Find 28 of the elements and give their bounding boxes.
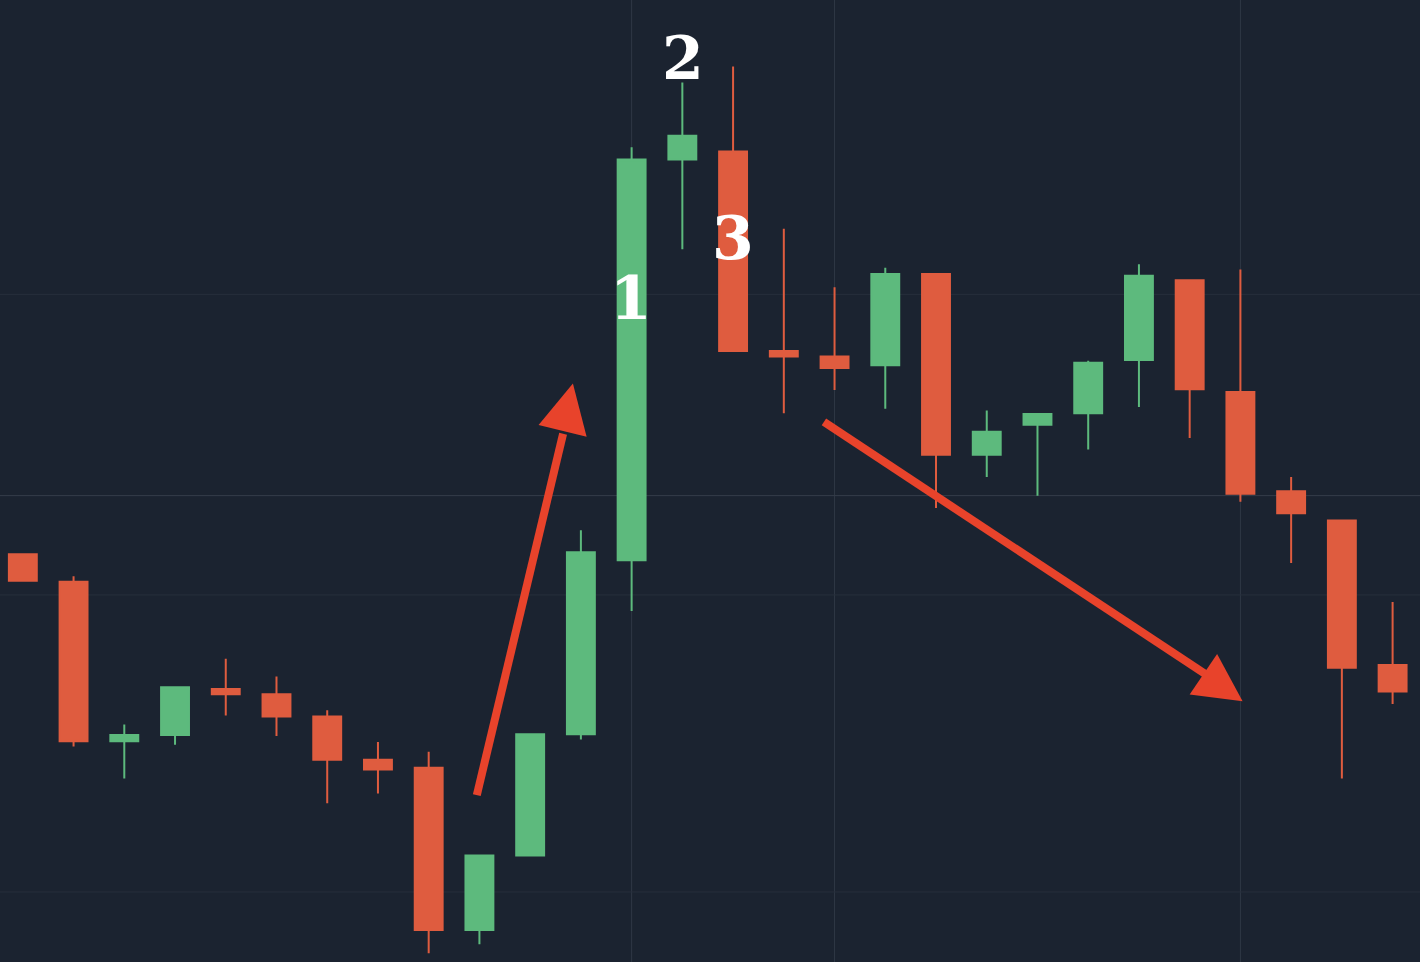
candlestick xyxy=(921,272,951,510)
candlestick xyxy=(58,575,89,748)
candlestick xyxy=(261,675,292,737)
candlestick xyxy=(210,657,241,717)
candlestick xyxy=(312,709,343,805)
candlestick xyxy=(1123,263,1154,408)
candlestick xyxy=(1174,279,1205,439)
candlestick xyxy=(464,854,495,946)
annotation: 2 xyxy=(662,23,704,93)
candlestick xyxy=(1377,601,1408,705)
candlestick xyxy=(971,409,1002,479)
candlestick xyxy=(413,750,444,955)
candlestick xyxy=(1022,413,1053,497)
annotation: 1 xyxy=(610,263,652,333)
candlestick xyxy=(160,685,190,746)
candlestick xyxy=(819,286,850,392)
candlestick xyxy=(870,266,901,410)
candlestick xyxy=(515,733,546,857)
candlestick xyxy=(1073,359,1104,451)
candlestick xyxy=(565,529,596,741)
candlestick xyxy=(1225,268,1256,503)
candlestick xyxy=(1276,476,1307,565)
candlestick xyxy=(1326,519,1357,780)
candlestick xyxy=(109,723,140,780)
candlestick xyxy=(667,81,698,251)
candlestick xyxy=(7,553,38,582)
candlestick xyxy=(363,741,393,795)
candlestick xyxy=(768,227,799,415)
